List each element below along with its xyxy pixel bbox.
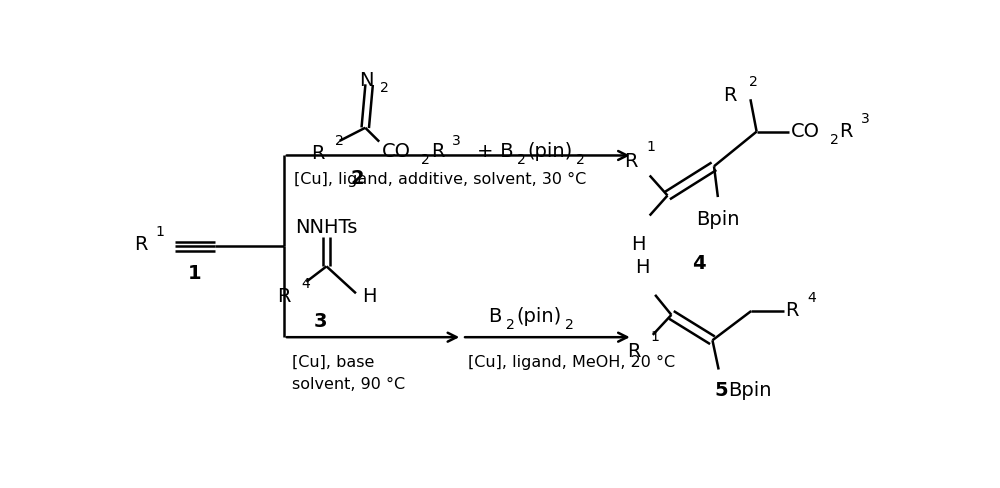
Text: 1: 1 bbox=[650, 330, 659, 344]
Text: Bpin: Bpin bbox=[728, 381, 771, 400]
Text: (pin): (pin) bbox=[527, 142, 572, 161]
Text: 2: 2 bbox=[421, 152, 430, 166]
Text: H: H bbox=[632, 235, 646, 253]
Text: 5: 5 bbox=[714, 381, 728, 400]
Text: 2: 2 bbox=[506, 318, 515, 331]
Text: NNHTs: NNHTs bbox=[295, 217, 358, 236]
Text: +: + bbox=[477, 142, 493, 161]
Text: H: H bbox=[362, 286, 377, 305]
Text: Bpin: Bpin bbox=[696, 210, 740, 229]
Text: CO: CO bbox=[382, 142, 411, 161]
Text: 4: 4 bbox=[692, 254, 705, 273]
Text: 1: 1 bbox=[155, 224, 164, 239]
Text: R: R bbox=[785, 300, 799, 319]
Text: R: R bbox=[624, 151, 637, 170]
Text: H: H bbox=[635, 258, 650, 277]
Text: solvent, 90 °C: solvent, 90 °C bbox=[292, 376, 405, 391]
Text: 2: 2 bbox=[517, 153, 526, 167]
Text: 3: 3 bbox=[452, 134, 461, 148]
Text: R: R bbox=[134, 234, 148, 253]
Text: [Cu], ligand, additive, solvent, 30 °C: [Cu], ligand, additive, solvent, 30 °C bbox=[294, 172, 586, 187]
Text: 2: 2 bbox=[749, 75, 758, 89]
Text: 2: 2 bbox=[335, 134, 344, 148]
Text: 2: 2 bbox=[576, 153, 585, 167]
Text: 1: 1 bbox=[647, 140, 655, 154]
Text: 4: 4 bbox=[807, 290, 816, 305]
Text: R: R bbox=[311, 143, 325, 163]
Text: (pin): (pin) bbox=[516, 306, 562, 325]
Text: B: B bbox=[494, 142, 514, 161]
Text: 2: 2 bbox=[380, 81, 389, 95]
Text: 3: 3 bbox=[314, 311, 327, 330]
Text: R: R bbox=[840, 122, 853, 140]
Text: CO: CO bbox=[791, 122, 820, 140]
Text: 2: 2 bbox=[830, 133, 839, 147]
Text: 4: 4 bbox=[301, 277, 310, 291]
Text: 2: 2 bbox=[351, 168, 364, 187]
Text: 2: 2 bbox=[565, 318, 574, 331]
Text: R: R bbox=[627, 341, 640, 360]
Text: [Cu], ligand, MeOH, 20 °C: [Cu], ligand, MeOH, 20 °C bbox=[468, 354, 675, 369]
Text: 1: 1 bbox=[188, 264, 202, 283]
Text: [Cu], base: [Cu], base bbox=[292, 354, 374, 369]
Text: B: B bbox=[488, 306, 501, 325]
Text: N: N bbox=[359, 71, 374, 90]
Text: R: R bbox=[277, 286, 291, 305]
Text: R: R bbox=[723, 86, 736, 105]
Text: R: R bbox=[431, 142, 445, 161]
Text: 3: 3 bbox=[860, 112, 869, 125]
